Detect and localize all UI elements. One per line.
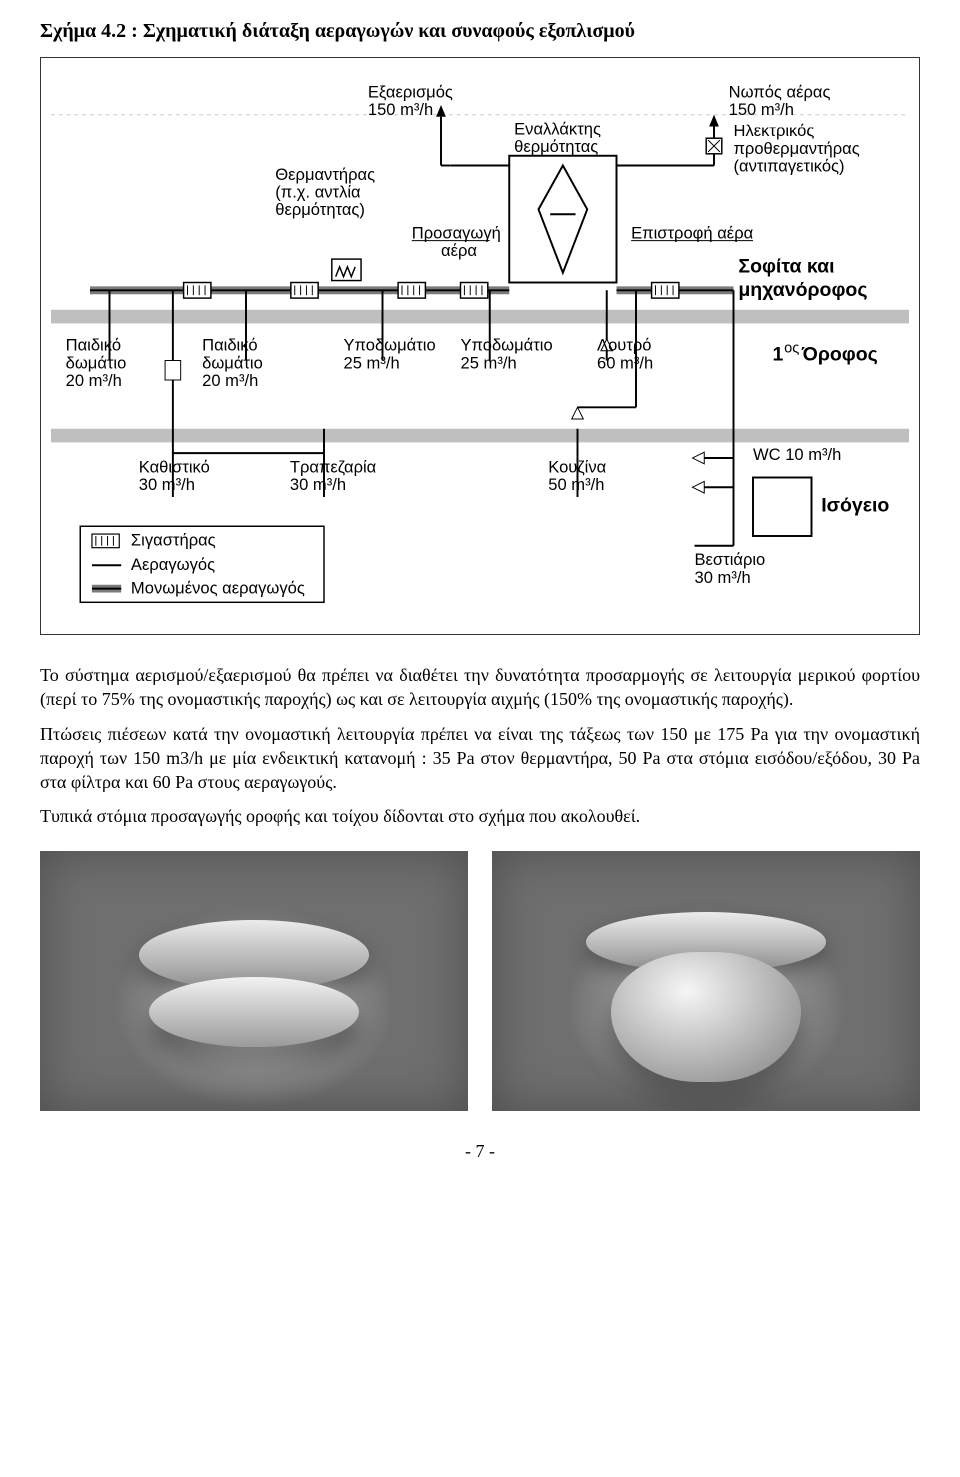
first-floor-2: ος (784, 341, 799, 357)
living-2: 30 m³/h (139, 475, 195, 494)
preheater-icon (706, 138, 722, 154)
silencer-icon (184, 283, 211, 299)
first-floor-1: 1 (772, 344, 783, 366)
child1-3: 20 m³/h (66, 371, 122, 390)
legend: Σιγαστήρας Αεραγωγός Μονωμένος αεραγωγός (80, 526, 324, 602)
preheater-label-2: προθερμαντήρας (733, 139, 859, 158)
legend-insulated: Μονωμένος αεραγωγός (131, 579, 305, 598)
bath-2: 60 m³/h (597, 353, 653, 372)
child1-2: δωμάτιο (66, 353, 127, 372)
legend-duct: Αεραγωγός (131, 555, 215, 574)
paragraph-3: Τυπικά στόμια προσαγωγής οροφής και τοίχ… (40, 804, 920, 828)
kitchen-1: Κουζίνα (548, 458, 606, 477)
vest-label-1: Βεστιάριο (694, 550, 765, 569)
paragraph-1: Το σύστημα αερισμού/εξαερισμού θα πρέπει… (40, 663, 920, 712)
silencer-icon (461, 283, 488, 299)
ceiling-diffuser-photo (40, 851, 468, 1111)
ground-label: Ισόγειο (821, 495, 889, 517)
exhaust-rate: 150 m³/h (368, 100, 433, 119)
heat-exchanger-icon (509, 156, 616, 283)
exhaust-label: Εξαερισμός (368, 82, 453, 101)
heat-exchanger-label2: θερμότητας (514, 137, 598, 156)
silencer-icon (652, 283, 679, 299)
child2-1: Παιδικό (202, 336, 257, 355)
kitchen-2: 50 m³/h (548, 475, 604, 494)
heat-exchanger-label: Εναλλάκτης (514, 119, 601, 138)
supply-label-2: αέρα (441, 241, 477, 260)
child1-1: Παιδικό (66, 336, 121, 355)
heater-icon (332, 259, 361, 280)
diagram-svg: Εναλλάκτης θερμότητας Εξαερισμός 150 m³/… (51, 68, 909, 614)
attic-label-1: Σοφίτα και (738, 256, 834, 278)
vest-label-2: 30 m³/h (694, 568, 750, 587)
photo-row (40, 851, 920, 1111)
sub1-1: Υποδωμάτιο (343, 336, 435, 355)
return-air-label: Επιστροφή αέρα (631, 224, 753, 243)
schematic-diagram: Εναλλάκτης θερμότητας Εξαερισμός 150 m³/… (40, 57, 920, 635)
child2-2: δωμάτιο (202, 353, 263, 372)
fresh-rate: 150 m³/h (729, 100, 794, 119)
bath-1: Λουτρό (597, 336, 652, 355)
attic-label-2: μηχανόροφος (738, 279, 867, 301)
supply-label-1: Προσαγωγή (412, 224, 501, 243)
paragraph-2: Πτώσεις πιέσεων κατά την ονομαστική λειτ… (40, 722, 920, 795)
sub2-2: 25 m³/h (460, 353, 516, 372)
heater-label-3: θερμότητας) (275, 200, 365, 219)
fresh-label: Νωπός αέρας (729, 82, 831, 101)
heater-label-2: (π.χ. αντλία (275, 183, 361, 202)
living-1: Καθιστικό (139, 458, 210, 477)
wc-label: WC 10 m³/h (753, 445, 841, 464)
preheater-label-1: Ηλεκτρικός (733, 121, 814, 140)
preheater-label-3: (αντιπαγετικός) (733, 156, 844, 175)
child2-3: 20 m³/h (202, 371, 258, 390)
page-number: - 7 - (40, 1141, 920, 1162)
sub1-2: 25 m³/h (343, 353, 399, 372)
dining-1: Τραπεζαρία (290, 458, 377, 477)
legend-silencer: Σιγαστήρας (131, 531, 216, 550)
heater-label-1: Θερμαντήρας (275, 165, 375, 184)
figure-title: Σχήμα 4.2 : Σχηματική διάταξη αεραγωγών … (40, 20, 920, 43)
wall-diffuser-photo (492, 851, 920, 1111)
silencer-icon (398, 283, 425, 299)
dining-2: 30 m³/h (290, 475, 346, 494)
first-floor-3: Όροφος (801, 344, 878, 366)
sub2-1: Υποδωμάτιο (460, 336, 552, 355)
silencer-icon (291, 283, 318, 299)
